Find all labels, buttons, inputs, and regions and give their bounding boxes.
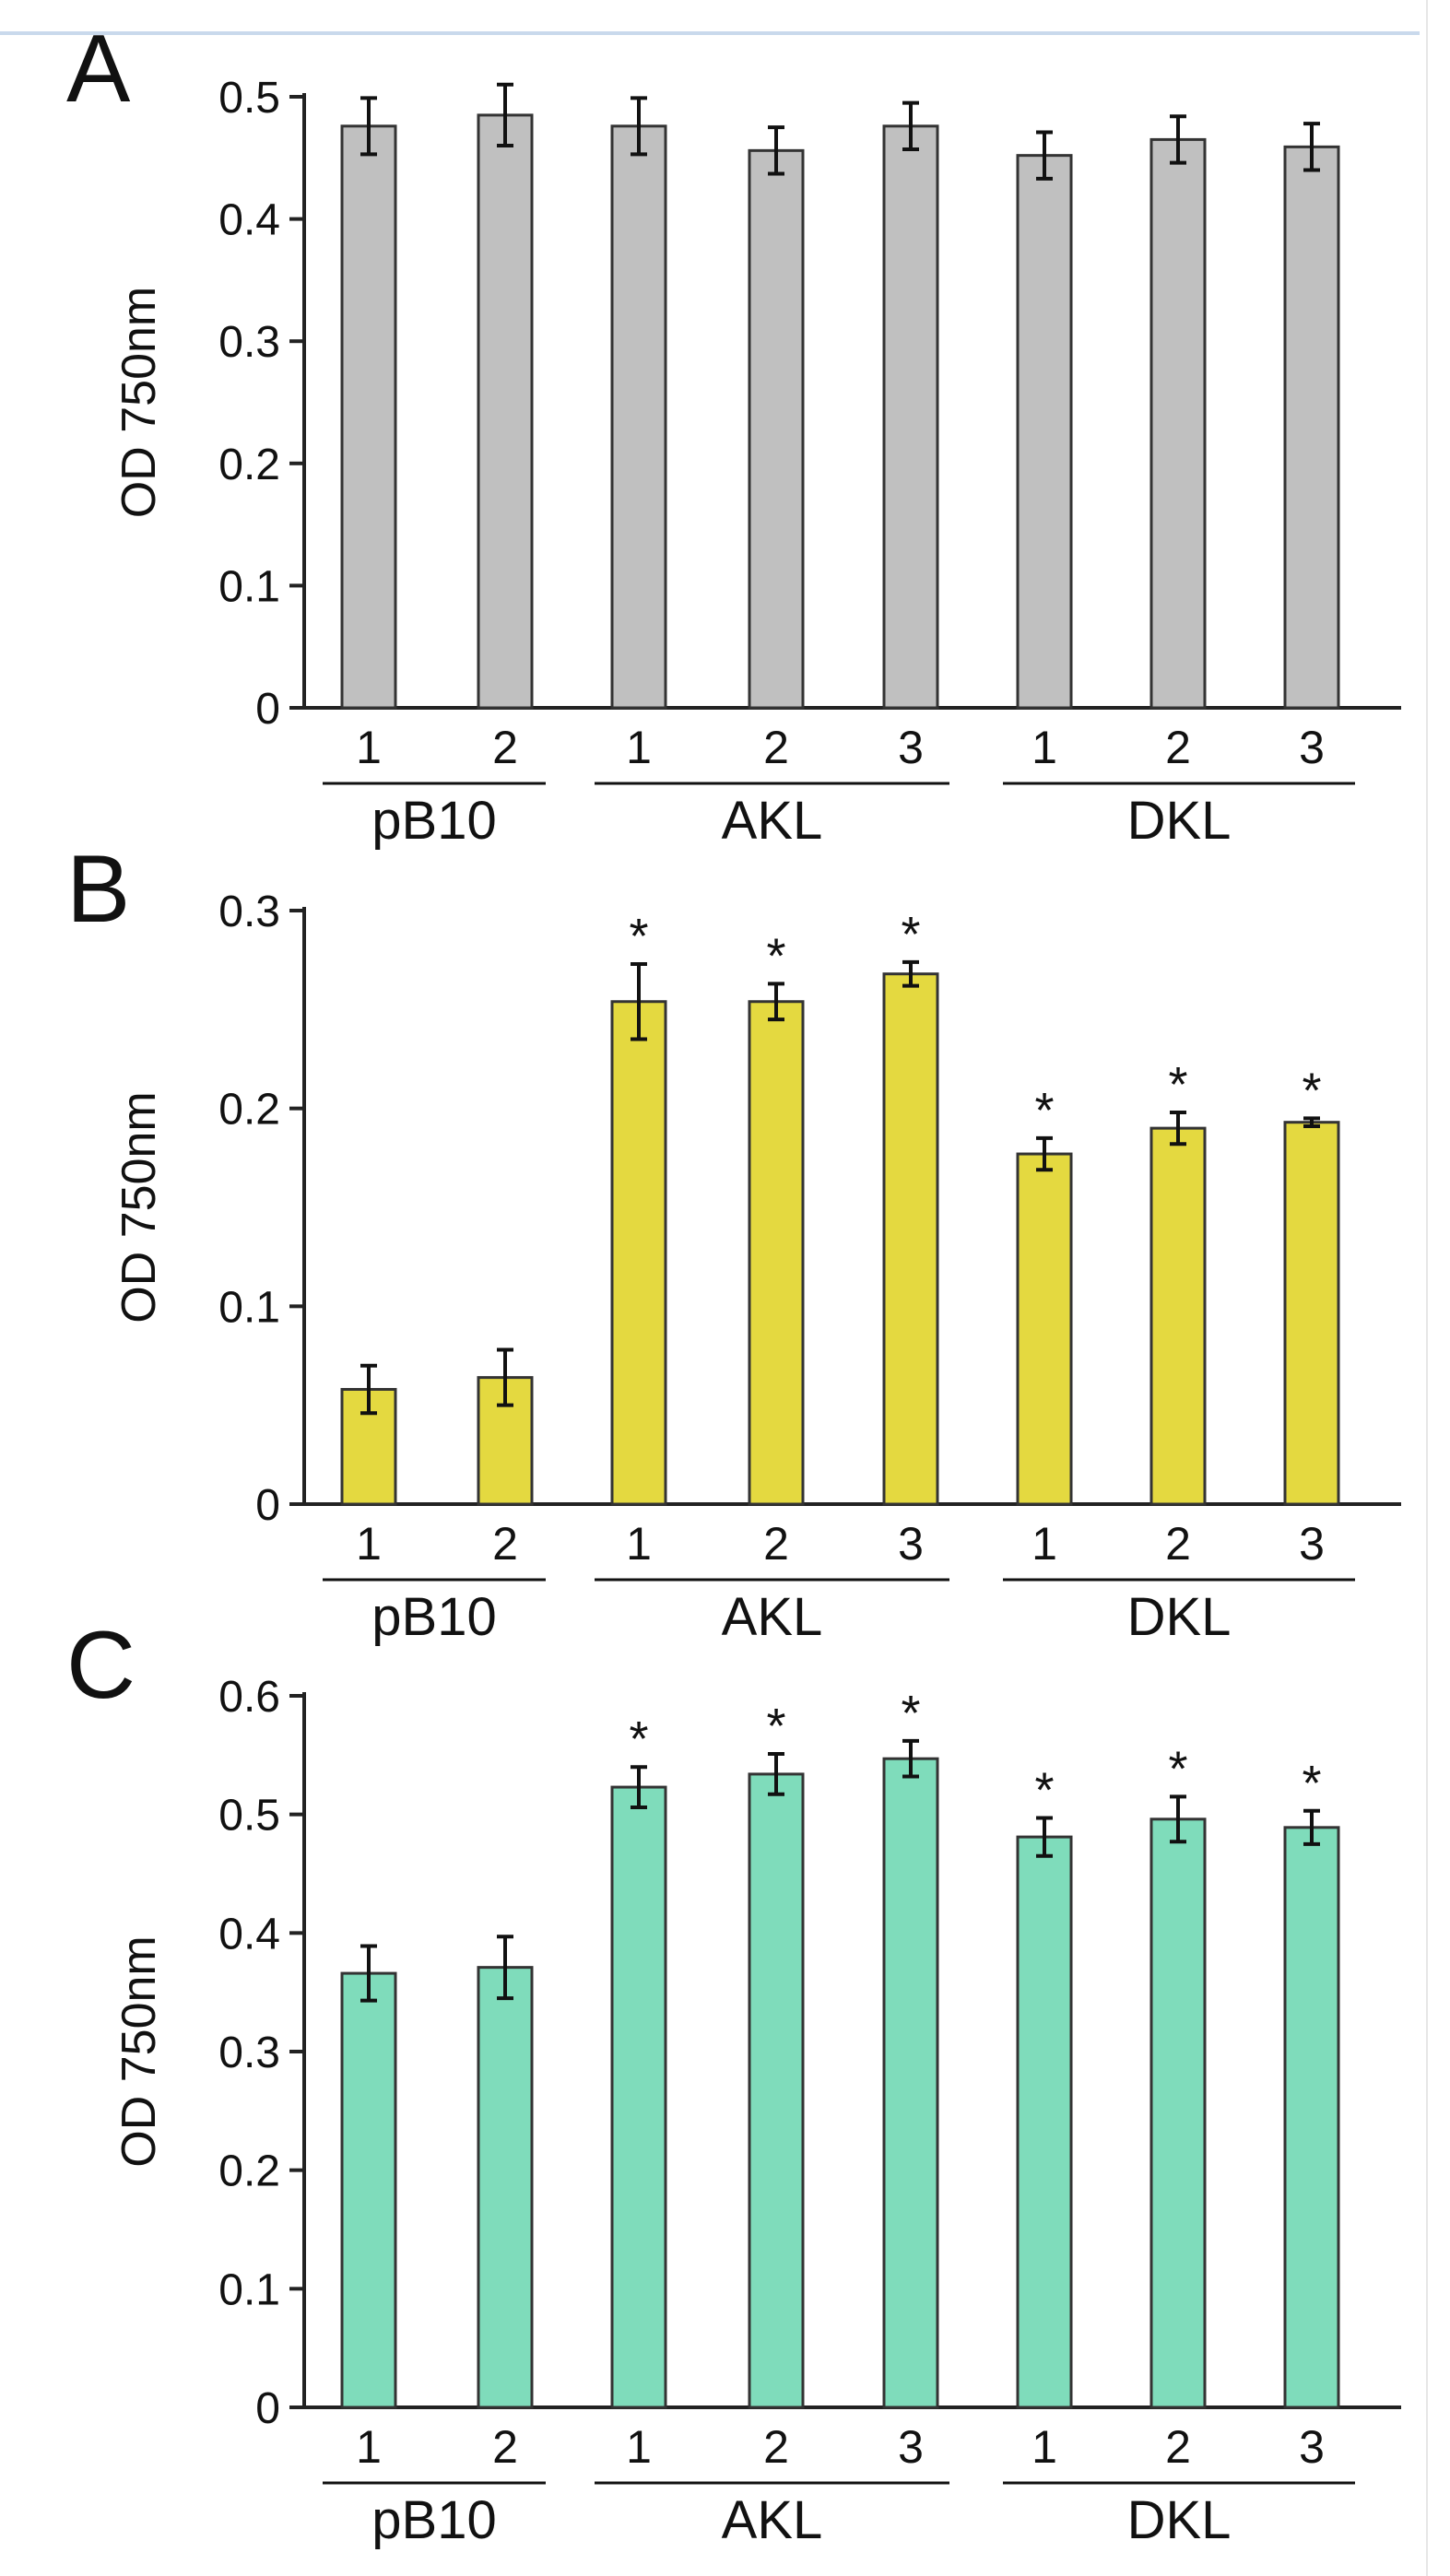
- category-label: 2: [763, 2421, 789, 2473]
- chart-panel-b: B OD 750nm 0 0.1 0.2 0.3 1 2 * 1 * 2 * 3 * 1 * 2 * 3 pB10 AKL…: [66, 836, 1401, 1647]
- y-tick-label: 0.1: [218, 562, 280, 611]
- y-axis-label: OD 750nm: [112, 287, 166, 518]
- significance-marker: *: [1034, 1083, 1054, 1138]
- y-tick-label: 0.6: [218, 1673, 280, 1722]
- bar: [477, 1966, 534, 2409]
- category-label: 3: [1299, 1518, 1325, 1570]
- bar: [1149, 1817, 1207, 2409]
- significance-marker: *: [629, 1711, 648, 1767]
- significance-marker: *: [901, 1686, 920, 1741]
- category-label: 2: [492, 722, 518, 773]
- group-label: AKL: [722, 2490, 823, 2550]
- bar: [1016, 1152, 1073, 1506]
- category-label: 1: [626, 2421, 652, 2473]
- bar: [748, 1772, 805, 2409]
- bar: [748, 148, 805, 710]
- group-label: DKL: [1127, 791, 1232, 851]
- category-label: 1: [356, 1518, 382, 1570]
- y-tick-label: 0.3: [218, 888, 280, 936]
- bar: [1283, 1826, 1340, 2409]
- significance-marker: *: [1034, 1763, 1054, 1818]
- group-label: AKL: [722, 791, 823, 851]
- category-label: 3: [898, 1518, 924, 1570]
- panel-label: A: [66, 16, 131, 123]
- bar: [610, 1000, 667, 1506]
- bar: [1283, 145, 1340, 710]
- bar: [1016, 154, 1073, 710]
- significance-marker: *: [629, 909, 648, 964]
- chart-panel-c: C OD 750nm 0 0.1 0.2 0.3 0.4 0.5 0.6 1 2 * 1 * 2 * 3 * 1 * 2…: [66, 1612, 1401, 2550]
- chart-panel-a: A OD 750nm 0 0.1 0.2 0.3 0.4 0.5 1 2 1 2 3 1 2 3 pB10 AKL…: [66, 16, 1401, 851]
- category-label: 1: [1032, 722, 1057, 773]
- panel-label: C: [66, 1612, 136, 1719]
- significance-marker: *: [766, 928, 785, 983]
- category-label: 3: [1299, 2421, 1325, 2473]
- significance-marker: *: [901, 907, 920, 962]
- bar: [477, 113, 534, 710]
- y-tick-label: 0.1: [218, 2265, 280, 2314]
- bar: [882, 124, 939, 710]
- category-label: 2: [1165, 722, 1191, 773]
- category-label: 1: [626, 1518, 652, 1570]
- bar: [748, 1000, 805, 1506]
- y-tick-label: 0.3: [218, 318, 280, 367]
- category-label: 1: [356, 722, 382, 773]
- group-label: pB10: [371, 2490, 496, 2550]
- y-tick-label: 0.2: [218, 441, 280, 489]
- y-tick-label: 0: [255, 2384, 280, 2433]
- significance-marker: *: [1168, 1741, 1187, 1796]
- bar: [340, 1971, 397, 2409]
- category-label: 3: [898, 722, 924, 773]
- y-tick-label: 0.2: [218, 1086, 280, 1135]
- significance-marker: *: [1302, 1063, 1321, 1118]
- bar: [610, 124, 667, 710]
- y-tick-label: 0.1: [218, 1283, 280, 1332]
- category-label: 3: [1299, 722, 1325, 773]
- group-label: DKL: [1127, 2490, 1232, 2550]
- category-label: 3: [898, 2421, 924, 2473]
- y-tick-label: 0: [255, 685, 280, 734]
- category-label: 2: [763, 722, 789, 773]
- category-label: 2: [1165, 1518, 1191, 1570]
- y-tick-label: 0.5: [218, 74, 280, 123]
- category-label: 1: [356, 2421, 382, 2473]
- group-label: AKL: [722, 1587, 823, 1647]
- category-label: 1: [1032, 1518, 1057, 1570]
- bar: [1283, 1121, 1340, 1506]
- panel-label: B: [66, 836, 130, 943]
- bar: [882, 1757, 939, 2409]
- y-tick-label: 0.4: [218, 1910, 280, 1958]
- y-tick-label: 0: [255, 1481, 280, 1530]
- category-label: 2: [492, 2421, 518, 2473]
- bar: [882, 972, 939, 1506]
- y-axis-label: OD 750nm: [112, 1935, 166, 2167]
- y-tick-label: 0.3: [218, 2029, 280, 2077]
- bar: [1016, 1835, 1073, 2409]
- bar: [610, 1785, 667, 2409]
- y-tick-label: 0.5: [218, 1792, 280, 1841]
- category-label: 2: [492, 1518, 518, 1570]
- category-label: 2: [1165, 2421, 1191, 2473]
- y-tick-label: 0.2: [218, 2147, 280, 2196]
- bar: [1149, 137, 1207, 710]
- category-label: 1: [1032, 2421, 1057, 2473]
- y-tick-label: 0.4: [218, 196, 280, 245]
- y-axis-label: OD 750nm: [112, 1091, 166, 1323]
- group-label: pB10: [371, 791, 496, 851]
- group-label: DKL: [1127, 1587, 1232, 1647]
- bar: [340, 124, 397, 710]
- category-label: 2: [763, 1518, 789, 1570]
- category-label: 1: [626, 722, 652, 773]
- significance-marker: *: [766, 1699, 785, 1754]
- significance-marker: *: [1302, 1756, 1321, 1811]
- bar: [1149, 1126, 1207, 1506]
- significance-marker: *: [1168, 1057, 1187, 1112]
- group-label: pB10: [371, 1587, 496, 1647]
